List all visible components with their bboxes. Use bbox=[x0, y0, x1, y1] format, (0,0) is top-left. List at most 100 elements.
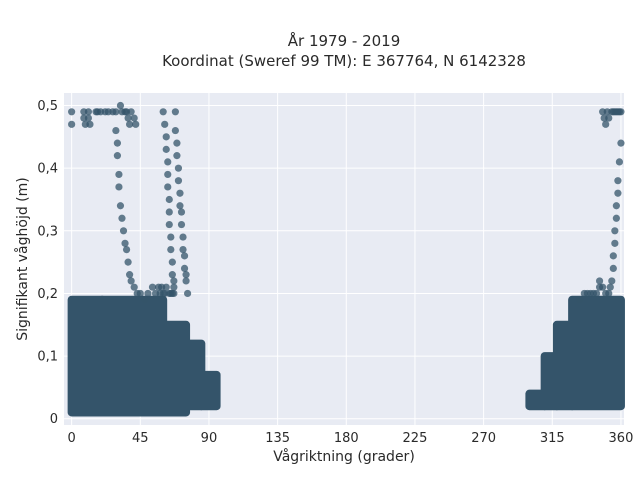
data-point bbox=[141, 296, 149, 304]
data-point bbox=[592, 289, 601, 298]
data-point bbox=[132, 120, 140, 128]
data-point bbox=[164, 170, 172, 179]
y-axis-label: Signifikant våghöjd (m) bbox=[14, 177, 31, 340]
data-point bbox=[124, 258, 132, 266]
data-point bbox=[112, 126, 120, 135]
data-point bbox=[112, 108, 120, 116]
x-tick-label: 315 bbox=[540, 431, 565, 446]
data-point bbox=[84, 108, 93, 116]
data-point bbox=[115, 170, 123, 179]
dense-cluster bbox=[525, 389, 549, 411]
dense-cluster bbox=[67, 295, 107, 417]
data-point bbox=[167, 233, 175, 241]
data-point bbox=[162, 283, 170, 291]
data-point bbox=[165, 195, 173, 204]
data-point bbox=[179, 246, 187, 254]
data-point bbox=[113, 139, 122, 147]
data-point bbox=[173, 152, 181, 160]
data-point bbox=[68, 120, 76, 128]
data-point bbox=[161, 120, 169, 128]
data-point bbox=[119, 227, 128, 235]
data-point bbox=[576, 296, 584, 304]
data-point bbox=[617, 139, 625, 147]
data-point bbox=[148, 283, 157, 291]
data-point bbox=[136, 289, 144, 298]
data-point bbox=[179, 233, 187, 241]
data-point bbox=[609, 264, 617, 272]
data-point bbox=[144, 289, 152, 298]
y-tick-label: 0 bbox=[50, 412, 58, 427]
data-point bbox=[182, 271, 190, 279]
x-axis-ticks: 0 45 90 135 180 225 270 315 360 bbox=[67, 431, 633, 446]
y-tick-label: 0,4 bbox=[37, 162, 58, 177]
data-point bbox=[115, 183, 123, 191]
grid-lines bbox=[64, 93, 624, 425]
data-point bbox=[583, 289, 591, 298]
x-tick-label: 45 bbox=[132, 431, 149, 446]
x-tick-label: 0 bbox=[67, 431, 75, 446]
data-point bbox=[121, 239, 129, 247]
data-point bbox=[113, 152, 122, 160]
data-point bbox=[595, 277, 604, 285]
data-point bbox=[180, 252, 189, 260]
data-point bbox=[176, 189, 184, 197]
data-point bbox=[606, 283, 614, 291]
data-point bbox=[614, 177, 622, 185]
data-point bbox=[170, 289, 178, 298]
x-tick-label: 360 bbox=[609, 431, 634, 446]
data-point bbox=[159, 108, 167, 116]
data-point bbox=[170, 277, 178, 285]
data-point bbox=[612, 214, 620, 222]
data-point bbox=[615, 158, 624, 166]
data-point bbox=[611, 239, 619, 247]
data-point bbox=[162, 133, 170, 141]
data-point bbox=[609, 252, 617, 260]
data-point bbox=[162, 145, 170, 153]
data-point bbox=[155, 283, 163, 291]
data-point bbox=[127, 277, 135, 285]
data-point bbox=[611, 227, 619, 235]
x-tick-label: 90 bbox=[201, 431, 218, 446]
chart-title: År 1979 - 2019 bbox=[288, 31, 401, 50]
data-point bbox=[118, 214, 126, 222]
data-point bbox=[165, 208, 173, 216]
dense-cluster bbox=[98, 295, 168, 417]
data-point bbox=[614, 189, 622, 197]
chart-subtitle: Koordinat (Sweref 99 TM): E 367764, N 61… bbox=[162, 52, 526, 70]
x-axis-label: Vågriktning (grader) bbox=[273, 448, 415, 465]
data-point bbox=[183, 289, 192, 298]
data-point bbox=[177, 220, 186, 229]
y-tick-label: 0,3 bbox=[37, 224, 58, 239]
data-point bbox=[86, 120, 94, 128]
data-point bbox=[171, 108, 179, 116]
data-point bbox=[176, 202, 184, 210]
data-point bbox=[177, 208, 186, 216]
data-point bbox=[168, 258, 176, 266]
dense-cluster bbox=[197, 370, 221, 411]
data-point bbox=[171, 126, 179, 135]
y-axis-ticks: 0 0,1 0,2 0,3 0,4 0,5 bbox=[37, 99, 58, 427]
data-point bbox=[164, 158, 172, 166]
data-point bbox=[126, 120, 134, 128]
data-point bbox=[173, 139, 181, 147]
data-point bbox=[164, 183, 172, 191]
x-tick-label: 180 bbox=[334, 431, 359, 446]
data-point bbox=[605, 289, 613, 298]
data-point bbox=[608, 277, 616, 285]
data-point bbox=[122, 246, 131, 254]
data-point bbox=[617, 108, 625, 116]
data-point bbox=[168, 271, 176, 279]
x-tick-label: 135 bbox=[265, 431, 290, 446]
data-point bbox=[116, 101, 125, 110]
dense-cluster bbox=[568, 295, 625, 411]
data-point bbox=[180, 264, 189, 272]
y-tick-label: 0,1 bbox=[37, 350, 58, 365]
data-point bbox=[174, 177, 183, 185]
data-point bbox=[84, 114, 93, 122]
y-tick-label: 0,5 bbox=[37, 99, 58, 114]
data-point bbox=[174, 164, 183, 172]
data-point bbox=[170, 283, 178, 291]
data-point bbox=[130, 114, 138, 122]
data-point bbox=[599, 283, 607, 291]
